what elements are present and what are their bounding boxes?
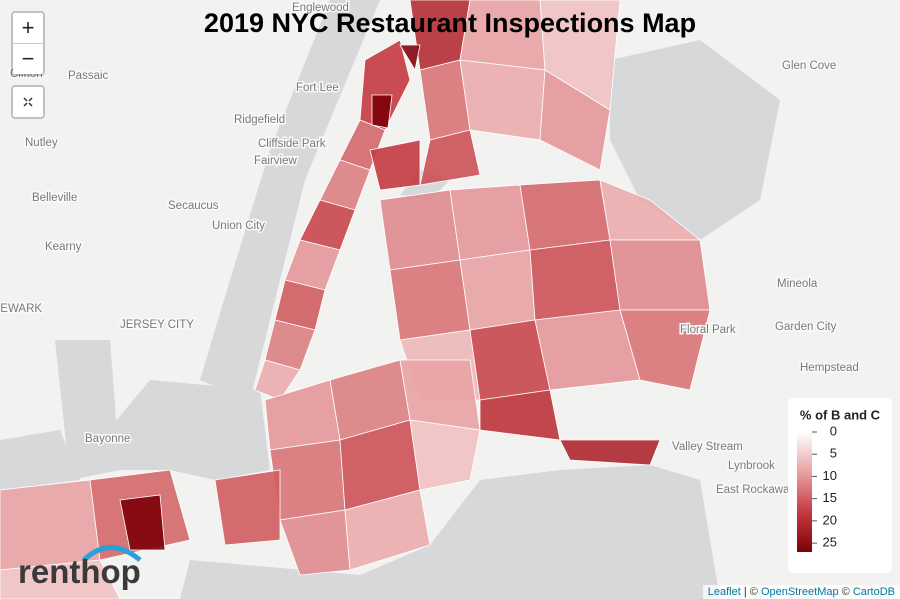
attribution: Leaflet | © OpenStreetMap © CartoDB: [702, 585, 900, 599]
place-label: Floral Park: [680, 324, 736, 336]
water: [0, 0, 780, 599]
place-label: Secaucus: [168, 200, 219, 212]
region: [609, 239, 711, 311]
place-label: Bayonne: [85, 433, 130, 445]
place-label: Mineola: [777, 278, 818, 290]
upper-bay: [100, 380, 270, 480]
place-label: NEWARK: [0, 303, 42, 315]
logo-text: renthop: [18, 553, 141, 590]
region: [619, 309, 711, 391]
legend-tick-label: 20: [823, 512, 837, 527]
region: [559, 439, 661, 466]
kill-van-kull: [0, 430, 80, 490]
region: [379, 189, 461, 271]
legend: % of B and C 0 5 10 15 20 25: [788, 398, 892, 573]
region: [371, 94, 393, 129]
zoom-control: + −: [11, 11, 45, 76]
place-label: Glen Cove: [782, 60, 836, 72]
region: [529, 239, 621, 321]
attribution-link[interactable]: Leaflet: [707, 586, 741, 598]
logo: renthop: [18, 545, 142, 590]
hudson-river: [200, 0, 380, 400]
region: [279, 509, 351, 576]
legend-tick-label: 15: [823, 490, 837, 505]
place-label: Garden City: [775, 321, 837, 333]
attribution-text: | ©: [740, 586, 761, 598]
region: [119, 494, 166, 551]
region: [449, 184, 531, 261]
legend-tick-label: 5: [830, 446, 837, 461]
zoom-in[interactable]: +: [13, 13, 43, 44]
long-island-sound: [610, 40, 780, 240]
place-label: JERSEY CITY: [120, 319, 194, 331]
place-label: Ridgefield: [234, 114, 285, 126]
newark-bay: [55, 340, 120, 480]
region: [459, 249, 536, 331]
zoom-out[interactable]: −: [21, 46, 35, 71]
fullscreen-button[interactable]: [11, 85, 45, 119]
legend-tick-label: 0: [830, 423, 837, 438]
legend-tick-label: 10: [823, 468, 837, 483]
place-label: Kearny: [45, 241, 82, 253]
region: [399, 359, 481, 431]
regions: [0, 0, 711, 599]
place-label: Valley Stream: [672, 441, 743, 453]
region: [399, 44, 421, 72]
attribution-text: ©: [838, 586, 853, 598]
region: [389, 259, 471, 341]
region: [214, 469, 281, 546]
place-label: Lynbrook: [728, 460, 775, 472]
region: [459, 59, 546, 141]
legend-tick-label: 25: [823, 535, 837, 550]
place-label: Englewood: [292, 2, 349, 14]
place-label: Passaic: [68, 70, 109, 82]
place-label: Cliffside Park: [258, 138, 326, 150]
region: [519, 179, 611, 251]
map-title: 2019 NYC Restaurant Inspections Map: [204, 8, 696, 38]
place-label: East Rockaway: [716, 484, 796, 496]
legend-box: [788, 398, 892, 573]
region: [409, 419, 481, 491]
fullscreen-icon: [23, 97, 33, 107]
region: [0, 559, 121, 599]
place-label: Hempstead: [800, 362, 859, 374]
attribution-link[interactable]: OpenStreetMap: [760, 586, 839, 598]
place-label: Union City: [212, 220, 265, 232]
legend-title: % of B and C: [800, 407, 881, 422]
place-label: Belleville: [32, 192, 77, 204]
region: [419, 129, 481, 186]
region: [344, 489, 431, 571]
logo-arc: [82, 545, 142, 562]
place-label: Nutley: [25, 137, 58, 149]
colorbar: [797, 432, 812, 552]
region: [269, 439, 346, 521]
ocean: [180, 465, 720, 599]
place-label: Fort Lee: [296, 82, 339, 94]
attribution-link[interactable]: CartoDB: [852, 586, 895, 598]
region: [539, 69, 611, 171]
place-label: Fairview: [254, 155, 298, 167]
